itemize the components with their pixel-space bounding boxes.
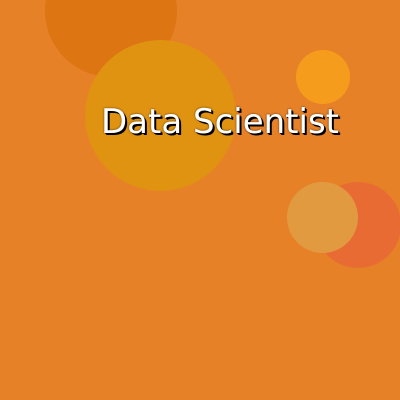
- decorative-circle-small-right: [296, 50, 350, 104]
- decorative-circle-center: [85, 40, 236, 191]
- decorative-circle-tan-right: [287, 182, 358, 253]
- title-text: Data Scientist: [101, 102, 339, 142]
